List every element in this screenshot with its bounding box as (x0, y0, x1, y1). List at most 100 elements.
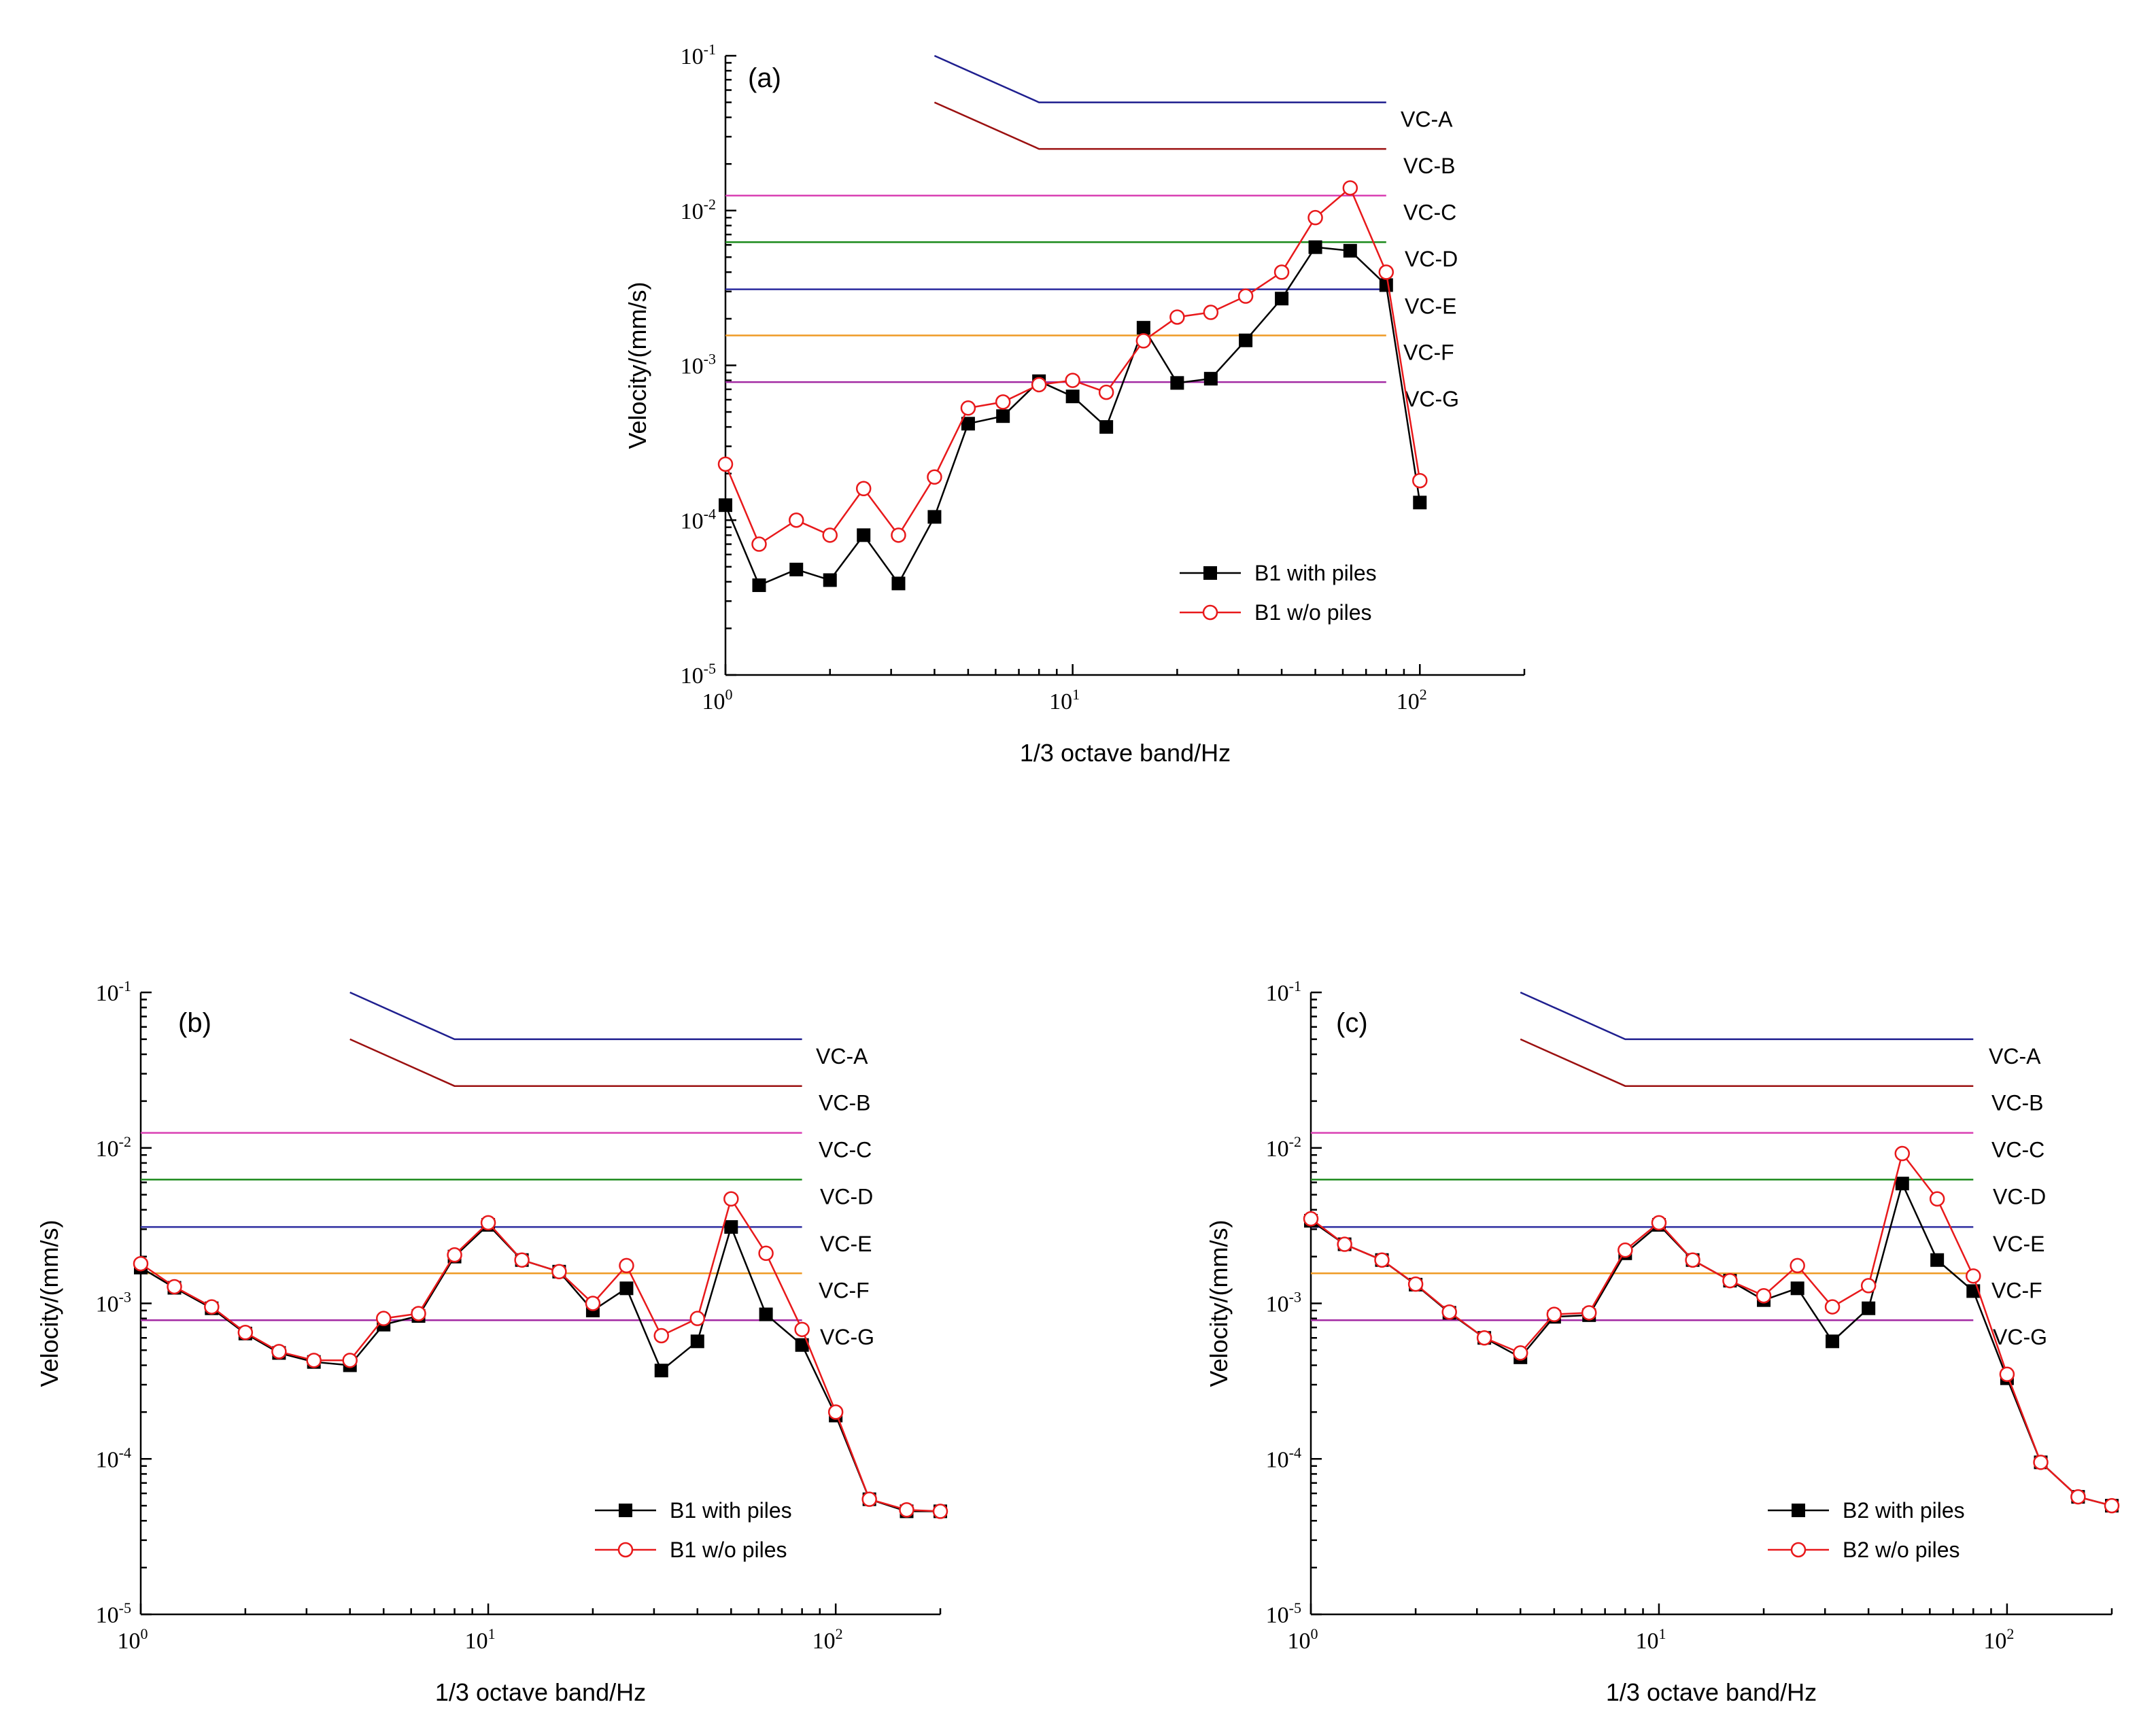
data-point-circle (1618, 1242, 1633, 1258)
y-axis-title: Velocity/(mm/s) (35, 1219, 63, 1387)
data-point-square (1826, 1334, 1840, 1349)
criterion-line-vc-a (934, 54, 1386, 103)
data-point-circle (899, 1502, 914, 1518)
x-tick-label: 102 (812, 1625, 843, 1654)
data-point-square (1275, 292, 1289, 306)
y-tick-label: 10-1 (681, 41, 716, 69)
x-tick-label: 100 (1288, 1625, 1318, 1654)
data-point-circle (1476, 1330, 1492, 1346)
y-tick-label: 10-2 (96, 1133, 131, 1162)
data-point-square (1343, 243, 1357, 258)
data-point-square (795, 1338, 809, 1352)
data-point-circle (619, 1258, 634, 1274)
criterion-label: VC-F (1991, 1278, 2042, 1302)
criterion-label: VC-B (1991, 1091, 2043, 1115)
data-point-circle (1929, 1191, 1945, 1207)
data-point-square (891, 576, 906, 591)
data-point-square (752, 578, 766, 592)
criterion-label: VC-B (1403, 154, 1455, 178)
data-point-circle (1685, 1252, 1700, 1268)
criterion-label: VC-G (820, 1325, 874, 1349)
y-tick-label: 10-3 (681, 351, 716, 379)
data-point-circle (1065, 372, 1080, 388)
x-tick-label: 101 (1049, 686, 1080, 714)
legend-marker-square (619, 1504, 632, 1517)
data-point-circle (1860, 1278, 1877, 1294)
series-line (1310, 1151, 2112, 1507)
legend: B1 with piles B1 w/o piles (1180, 561, 1377, 625)
data-point-circle (1303, 1211, 1319, 1227)
y-tick-label: 10-3 (1266, 1289, 1301, 1317)
y-tick-label: 10-5 (1266, 1599, 1301, 1628)
criterion-label: VC-A (816, 1044, 868, 1069)
panel-label: (c) (1336, 1008, 1368, 1038)
data-point-circle (1203, 305, 1219, 320)
data-point-circle (751, 536, 767, 552)
data-point-circle (1894, 1145, 1911, 1162)
y-tick-label: 10-4 (1266, 1444, 1301, 1472)
y-tick-label: 10-4 (681, 505, 716, 534)
criterion-line-vc-a (349, 991, 802, 1041)
legend-label: B2 w/o piles (1843, 1538, 1960, 1562)
data-point-circle (1546, 1306, 1562, 1322)
data-point-circle (204, 1299, 220, 1315)
legend-marker-square (1792, 1504, 1805, 1517)
data-point-circle (927, 469, 942, 485)
criterion-label: VC-C (1991, 1138, 2044, 1162)
x-tick-label: 102 (1397, 686, 1427, 714)
data-point-square (1790, 1281, 1804, 1296)
criterion-line-vc-b (934, 101, 1386, 150)
data-point-circle (1374, 1252, 1390, 1268)
legend-marker-circle (1790, 1542, 1807, 1558)
criterion-line-vc-b (349, 1038, 802, 1087)
data-point-circle (411, 1306, 426, 1321)
x-tick-label: 100 (702, 686, 733, 714)
x-axis-title: 1/3 octave band/Hz (435, 1678, 646, 1706)
legend: B1 with piles B1 w/o piles (595, 1498, 792, 1562)
data-point-square (1895, 1177, 1909, 1191)
data-point-square (1930, 1253, 1945, 1267)
data-point-circle (1999, 1366, 2015, 1383)
criterion-line-vc-b (1520, 1038, 1974, 1087)
data-point-square (724, 1220, 738, 1234)
criterion-label: VC-E (820, 1232, 872, 1256)
data-point-circle (932, 1504, 948, 1519)
data-point-square (1308, 240, 1322, 254)
data-point-circle (827, 1404, 844, 1420)
y-tick-label: 10-2 (681, 196, 716, 224)
data-point-square (1099, 420, 1114, 434)
data-point-circle (1756, 1287, 1772, 1304)
data-point-circle (689, 1311, 706, 1326)
x-tick-label: 102 (1983, 1625, 2014, 1654)
criterion-label: VC-E (1405, 294, 1456, 319)
panel-label: (a) (748, 63, 781, 93)
x-axis-title: 1/3 octave band/Hz (1606, 1678, 1817, 1706)
criterion-label: VC-B (819, 1091, 870, 1115)
legend-label: B1 with piles (1254, 561, 1377, 585)
data-point-circle (551, 1264, 567, 1280)
data-point-square (654, 1364, 668, 1378)
data-point-circle (375, 1311, 392, 1326)
data-point-circle (342, 1353, 358, 1368)
data-point-circle (723, 1191, 739, 1207)
data-point-circle (1342, 180, 1358, 196)
data-point-square (961, 417, 975, 431)
data-point-circle (960, 400, 976, 416)
data-point-square (1203, 372, 1218, 386)
data-point-square (927, 510, 942, 524)
data-point-square (857, 528, 871, 542)
criterion-label: VC-D (1405, 247, 1458, 271)
y-tick-label: 10-1 (1266, 977, 1301, 1006)
data-point-circle (237, 1325, 254, 1340)
criterion-label: VC-E (1993, 1232, 2044, 1256)
legend-marker-circle (1202, 604, 1218, 621)
data-point-circle (1031, 377, 1047, 393)
y-axis-title: Velocity/(mm/s) (1205, 1219, 1233, 1387)
data-point-square (1170, 376, 1184, 390)
y-tick-label: 10-2 (1266, 1133, 1301, 1162)
data-point-circle (758, 1245, 774, 1262)
data-point-circle (1441, 1304, 1457, 1320)
data-point-circle (1824, 1299, 1841, 1315)
data-point-circle (788, 513, 804, 528)
criterion-label: VC-C (819, 1138, 872, 1162)
